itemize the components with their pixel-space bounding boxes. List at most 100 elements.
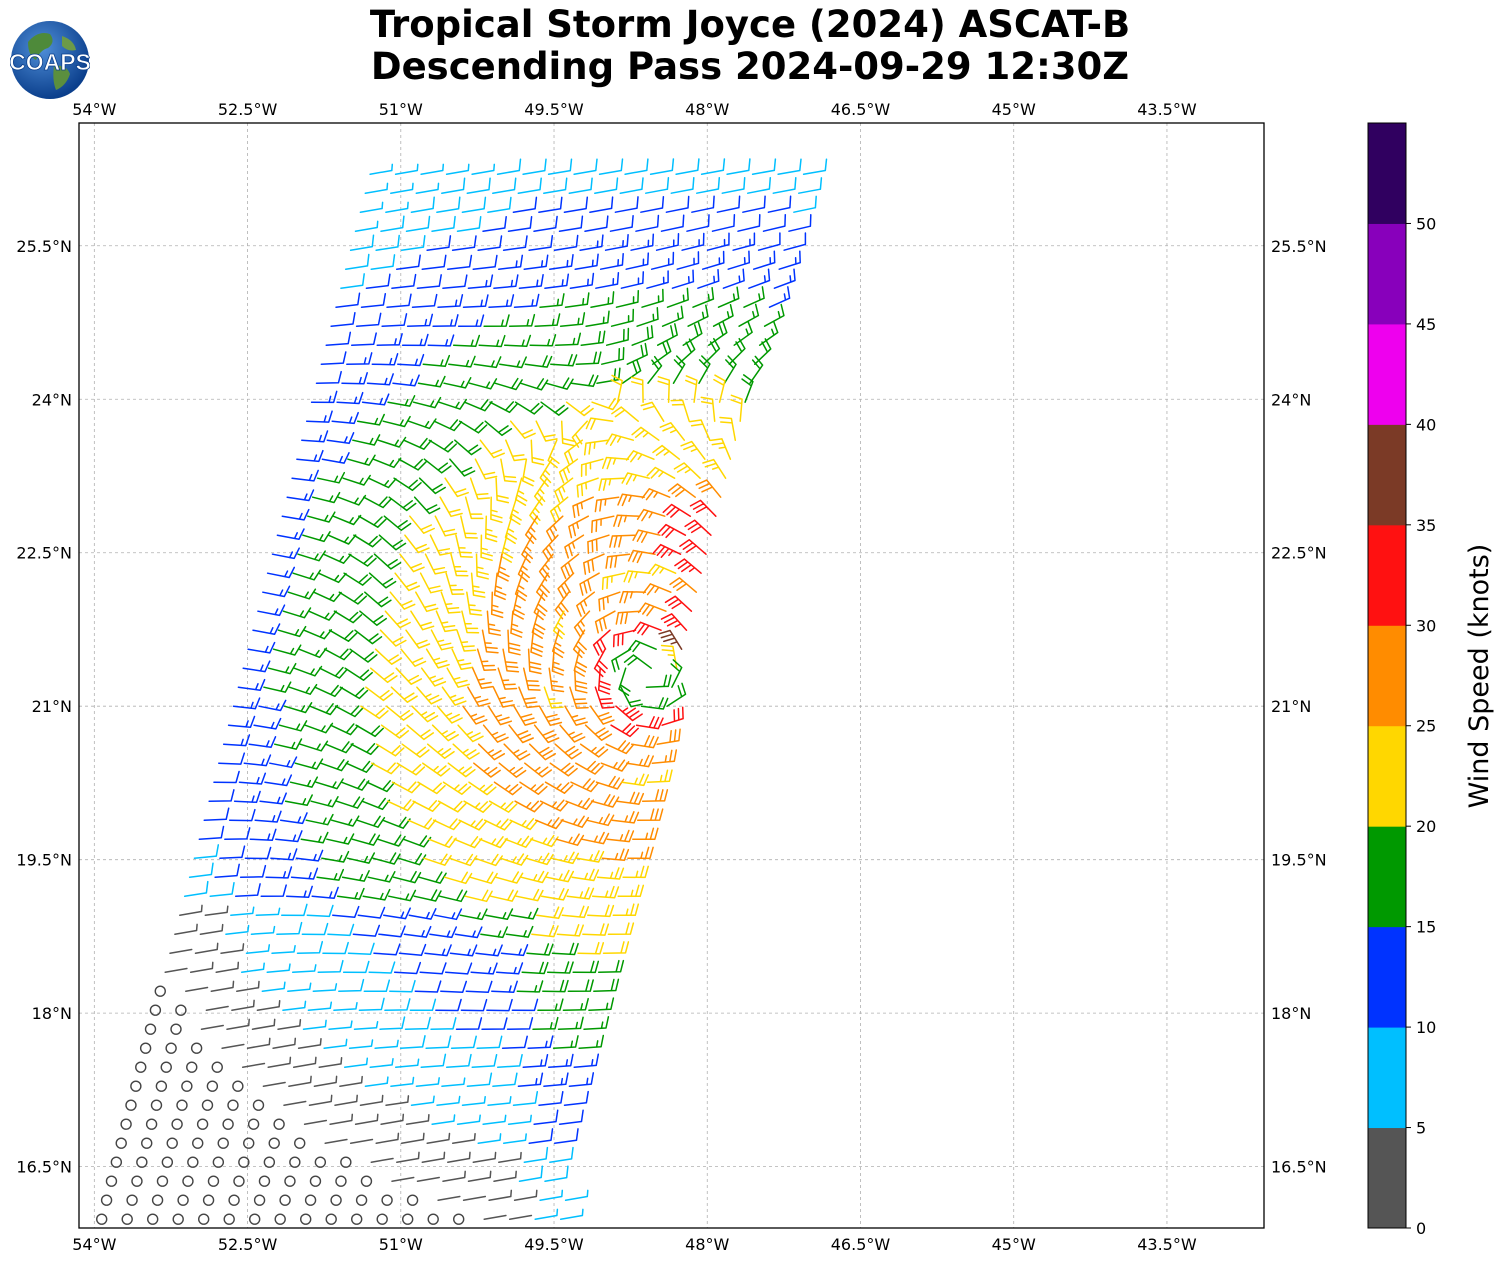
- wind-barb: [372, 457, 402, 469]
- wind-barb: [477, 1133, 502, 1144]
- wind-barb: [387, 889, 417, 902]
- wind-barb: [716, 195, 741, 213]
- wind-barb: [466, 1072, 493, 1087]
- colorbar-segment: [1368, 1027, 1406, 1129]
- wind-barb: [435, 998, 462, 1012]
- wind-barb: [282, 607, 312, 619]
- wind-barb: [244, 846, 272, 860]
- wind-barb: [321, 452, 350, 464]
- wind-barb: [523, 1146, 549, 1163]
- wind-barb: [248, 736, 277, 749]
- wind-barb: [414, 980, 442, 993]
- wind-barb: [405, 215, 431, 232]
- wind-barb: [291, 469, 319, 482]
- wind-barb: [581, 831, 610, 845]
- wind-barb: [548, 254, 574, 270]
- wind-barb: [534, 817, 564, 830]
- wind-barb: [662, 503, 692, 518]
- wind-barb: [564, 705, 588, 726]
- wind-barb: [605, 740, 635, 755]
- calm-wind-circle: [145, 1118, 158, 1130]
- wind-barb: [410, 610, 435, 631]
- wind-barb: [456, 1114, 481, 1125]
- wind-barb: [531, 924, 559, 938]
- wind-barb: [549, 496, 569, 523]
- wind-barb: [460, 515, 478, 539]
- wind-barb: [533, 1109, 559, 1125]
- wind-barb: [352, 434, 381, 446]
- wind-barb: [351, 833, 381, 846]
- wind-barb: [590, 291, 615, 308]
- wind-barb: [447, 1151, 471, 1163]
- wind-barb: [574, 253, 599, 270]
- calm-wind-circle: [131, 1175, 143, 1187]
- lat-tick-label-right: 22.5°N: [1271, 544, 1327, 563]
- wind-barb: [372, 852, 401, 865]
- calm-wind-circle: [151, 1194, 164, 1206]
- wind-barb: [628, 639, 657, 653]
- wind-barb: [568, 515, 590, 539]
- lat-tick-label-left: 18°N: [32, 1004, 72, 1023]
- wind-barb: [405, 629, 431, 649]
- wind-barb: [387, 395, 416, 407]
- wind-barb: [424, 553, 448, 575]
- wind-barb: [404, 534, 430, 554]
- wind-barb: [225, 924, 250, 935]
- wind-barb: [509, 420, 536, 439]
- wind-barb: [538, 705, 563, 727]
- wind-barb: [656, 728, 681, 745]
- calm-wind-circle: [121, 1213, 133, 1225]
- wind-barb: [214, 863, 240, 878]
- wind-barb: [463, 800, 492, 813]
- wind-barb: [583, 1016, 610, 1030]
- wind-barb: [396, 1151, 420, 1163]
- wind-barb: [611, 648, 632, 673]
- lon-tick-label-bottom: 43.5°W: [1137, 1235, 1197, 1254]
- wind-barb: [406, 724, 435, 741]
- wind-barb: [543, 1072, 569, 1087]
- wind-barb: [446, 254, 473, 270]
- wind-barb: [667, 483, 696, 498]
- wind-barb: [438, 889, 468, 903]
- wind-barb: [418, 871, 447, 884]
- wind-barb: [233, 790, 261, 804]
- wind-barb: [336, 887, 365, 900]
- wind-barb: [335, 292, 361, 308]
- wind-barb: [573, 648, 588, 677]
- wind-barb: [554, 743, 582, 760]
- wind-barb: [349, 234, 375, 251]
- wind-barb: [250, 925, 276, 935]
- wind-barb: [338, 978, 365, 992]
- wind-barb: [360, 293, 387, 308]
- wind-barb: [502, 235, 528, 251]
- calm-wind-circle: [217, 1137, 229, 1149]
- wind-barb: [464, 889, 493, 903]
- map-frame: [78, 122, 1265, 1229]
- wind-barb: [452, 334, 481, 348]
- wind-barb: [589, 705, 615, 725]
- wind-barb: [358, 515, 387, 528]
- wind-barb: [424, 944, 452, 957]
- wind-barb: [286, 489, 315, 502]
- wind-barb: [359, 610, 387, 626]
- wind-barb: [443, 871, 473, 885]
- wind-barb: [234, 883, 261, 897]
- wind-barb: [641, 488, 671, 501]
- wind-barb: [461, 196, 487, 213]
- calm-wind-circle: [156, 1175, 169, 1187]
- wind-barb: [431, 215, 456, 232]
- wind-barb: [500, 458, 517, 483]
- wind-barb: [426, 743, 455, 759]
- wind-barb: [388, 496, 417, 512]
- wind-barb: [394, 1058, 420, 1068]
- wind-barb: [179, 904, 203, 916]
- calm-wind-circle: [175, 1004, 187, 1016]
- wind-barb: [353, 1020, 379, 1030]
- wind-barb: [361, 797, 391, 811]
- wind-barb: [242, 660, 271, 673]
- wind-barb: [552, 1035, 579, 1049]
- wind-barb: [485, 908, 514, 920]
- wind-barb: [492, 1072, 518, 1087]
- wind-barb: [571, 868, 600, 882]
- wind-barb: [213, 770, 240, 784]
